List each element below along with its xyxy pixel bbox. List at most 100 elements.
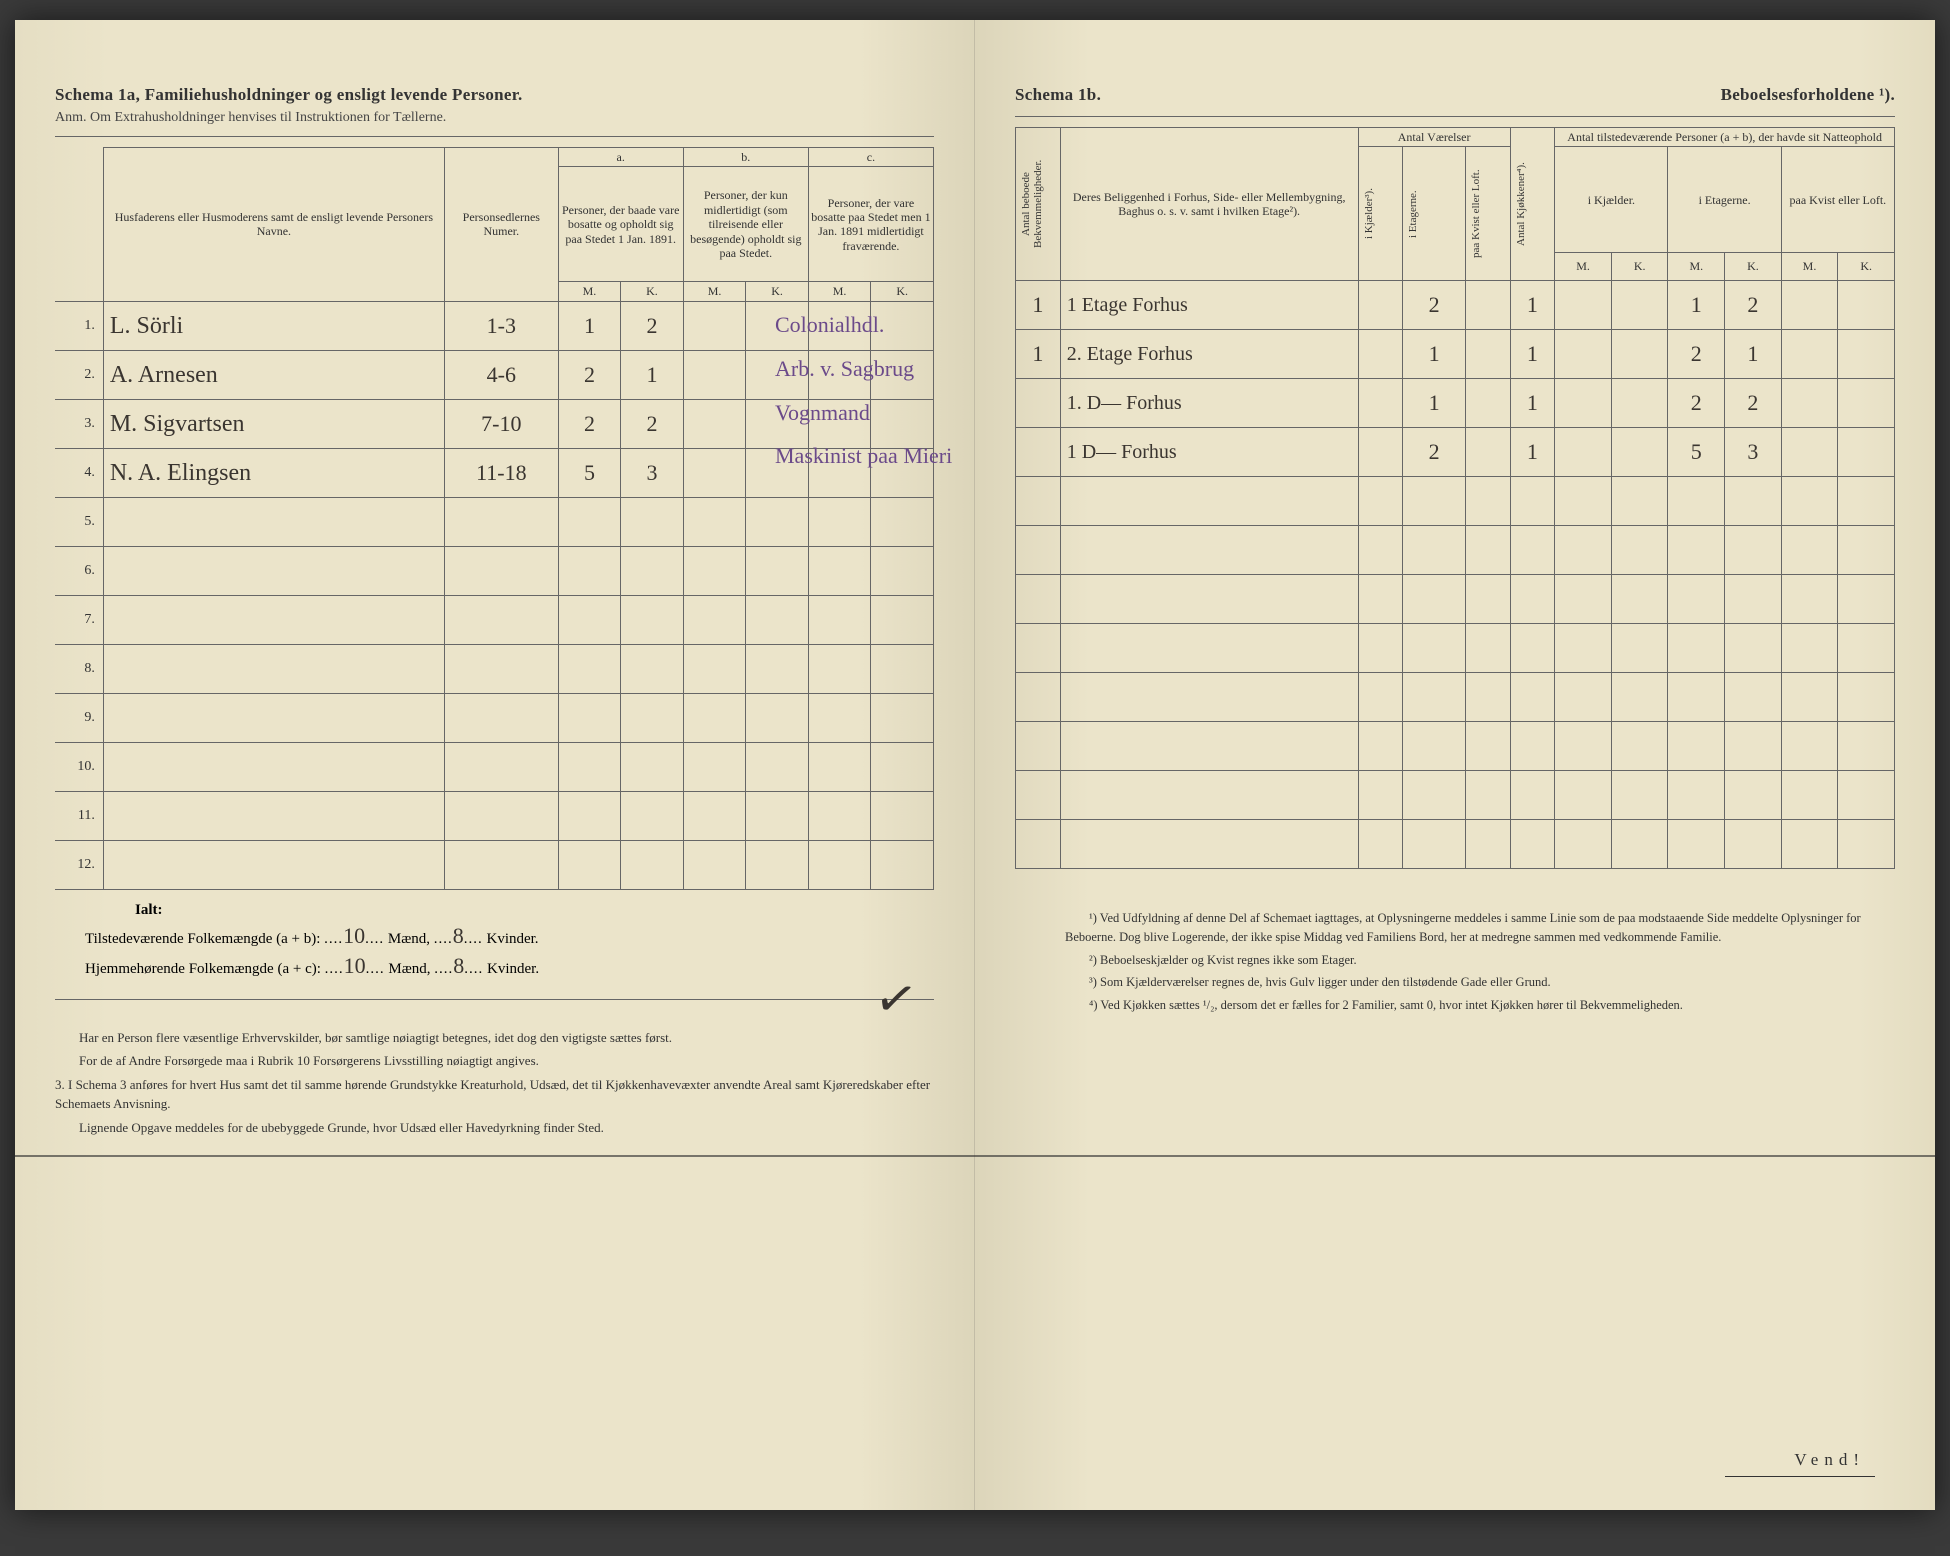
nkjk <box>1611 379 1668 428</box>
col-name: Husfaderens eller Husmoderens samt de en… <box>103 148 444 302</box>
schema-1a-subtitle: Anm. Om Extrahusholdninger henvises til … <box>55 110 934 126</box>
kjok <box>1510 624 1555 673</box>
nkvm <box>1781 330 1838 379</box>
occ-cell: Arb. v. Sagbrug <box>775 358 995 402</box>
kj <box>1358 428 1403 477</box>
cm <box>808 497 871 546</box>
bekv <box>1016 673 1061 722</box>
bm <box>683 546 746 595</box>
netm: 2 <box>1668 330 1725 379</box>
bekv <box>1016 379 1061 428</box>
kjok <box>1510 575 1555 624</box>
netm <box>1668 722 1725 771</box>
bekv <box>1016 771 1061 820</box>
bk <box>746 546 809 595</box>
nkjk <box>1611 575 1668 624</box>
cm <box>808 546 871 595</box>
bm <box>683 840 746 889</box>
ak-h: K. <box>621 282 684 301</box>
name-cell: M. Sigvartsen <box>103 399 444 448</box>
col-kjok: Antal Kjøkkener⁴). <box>1513 130 1529 278</box>
bm <box>683 399 746 448</box>
mk: K. <box>1611 253 1668 281</box>
table-row <box>1016 771 1895 820</box>
name-cell <box>103 497 444 546</box>
et: 2 <box>1403 428 1466 477</box>
table-right-body: 11 Etage Forhus211212. Etage Forhus11211… <box>1016 281 1895 869</box>
grp-c-desc: Personer, der vare bosatte paa Stedet me… <box>808 167 933 282</box>
cm <box>808 693 871 742</box>
name-cell <box>103 693 444 742</box>
nkjm <box>1555 771 1612 820</box>
grp-natte: Antal tilstedeværende Personer (a + b), … <box>1555 128 1895 147</box>
belig <box>1060 624 1358 673</box>
nkvm <box>1781 722 1838 771</box>
bm-h: M. <box>683 282 746 301</box>
mk: M. <box>1555 253 1612 281</box>
mk: K. <box>1838 253 1895 281</box>
col-kvist: paa Kvist eller Loft. <box>1468 160 1484 268</box>
nkvm <box>1781 673 1838 722</box>
ck <box>871 595 934 644</box>
table-row: 11. <box>55 791 934 840</box>
right-page: Schema 1b. Beboelsesforholdene ¹). Antal… <box>975 20 1935 1510</box>
name-cell <box>103 791 444 840</box>
am <box>558 742 621 791</box>
et <box>1403 575 1466 624</box>
occupation-column: Colonialhdl. Arb. v. Sagbrug Vognmand Ma… <box>775 310 995 490</box>
left-footnotes: Har en Person flere væsentlige Erhvervsk… <box>55 1028 934 1138</box>
table-row: 1 D— Forhus2153 <box>1016 428 1895 477</box>
et <box>1403 526 1466 575</box>
schema-1b-title: Schema 1b. <box>1015 85 1101 105</box>
nkjm <box>1555 330 1612 379</box>
footnote-1: Har en Person flere væsentlige Erhvervsk… <box>55 1028 934 1048</box>
am: 5 <box>558 448 621 497</box>
table-right: Antal beboede Bekvemmeligheder. Deres Be… <box>1015 127 1895 869</box>
kv <box>1465 330 1510 379</box>
nkjm <box>1555 722 1612 771</box>
kjok <box>1510 722 1555 771</box>
table-row: 5. <box>55 497 934 546</box>
nkjk <box>1611 673 1668 722</box>
netm <box>1668 624 1725 673</box>
col-n-kjaeld: i Kjælder. <box>1555 147 1668 253</box>
col-num: Personsedlernes Numer. <box>444 148 558 302</box>
et <box>1403 820 1466 869</box>
row-num: 5. <box>55 497 103 546</box>
num-cell <box>444 840 558 889</box>
belig <box>1060 673 1358 722</box>
vend-rule <box>1725 1476 1875 1477</box>
nkjk <box>1611 428 1668 477</box>
netk <box>1725 575 1782 624</box>
kv <box>1465 428 1510 477</box>
mk: M. <box>1781 253 1838 281</box>
kj <box>1358 722 1403 771</box>
nkjm <box>1555 477 1612 526</box>
nkvm <box>1781 526 1838 575</box>
nkvk <box>1838 575 1895 624</box>
netm <box>1668 673 1725 722</box>
bekv: 1 <box>1016 330 1061 379</box>
grp-b-desc: Personer, der kun midlertidigt (som tilr… <box>683 167 808 282</box>
nkjm <box>1555 526 1612 575</box>
nkjk <box>1611 330 1668 379</box>
cm <box>808 595 871 644</box>
et: 2 <box>1403 281 1466 330</box>
et <box>1403 624 1466 673</box>
vend-label: Vend! <box>1794 1450 1865 1470</box>
kj <box>1358 820 1403 869</box>
table-row <box>1016 673 1895 722</box>
nkvm <box>1781 477 1838 526</box>
nkjm <box>1555 428 1612 477</box>
nkvk <box>1838 673 1895 722</box>
bekv: 1 <box>1016 281 1061 330</box>
occ-cell: Vognmand <box>775 402 995 446</box>
am <box>558 644 621 693</box>
kjok: 1 <box>1510 379 1555 428</box>
grp-a-desc: Personer, der baade vare bosatte og opho… <box>558 167 683 282</box>
kjok: 1 <box>1510 428 1555 477</box>
et <box>1403 673 1466 722</box>
am <box>558 497 621 546</box>
cm <box>808 742 871 791</box>
num-cell <box>444 693 558 742</box>
